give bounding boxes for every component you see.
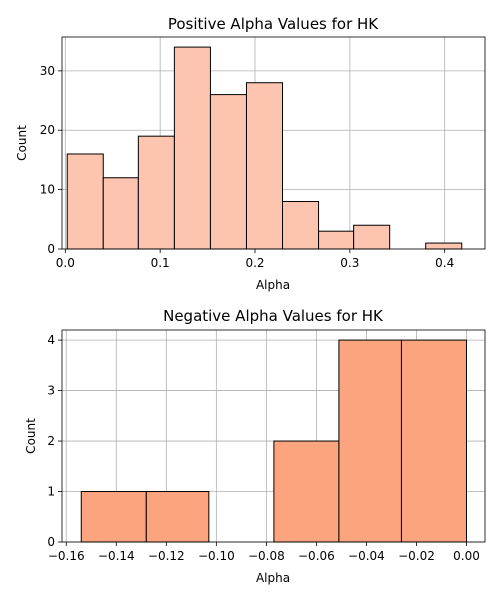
y-tick-label: 30	[40, 64, 55, 78]
x-tick-label: 0.4	[435, 256, 454, 270]
negative-alpha-chart: Negative Alpha Values for HK −0.16 −0.14−…	[24, 307, 486, 585]
x-tick-label: −0.10	[198, 549, 235, 563]
y-tick-label: 4	[47, 333, 55, 347]
histogram-bar	[245, 82, 284, 250]
chart-title: Positive Alpha Values for HK	[168, 15, 379, 33]
y-tick-label: 3	[47, 384, 55, 398]
histogram-bar	[80, 491, 147, 543]
y-tick-label: 0	[47, 535, 55, 549]
x-tick-label: −0.02	[398, 549, 435, 563]
x-tick-label: −0.16	[48, 549, 85, 563]
x-axis-label: Alpha	[256, 571, 290, 585]
chart-title: Negative Alpha Values for HK	[163, 307, 384, 325]
histogram-bar	[209, 94, 247, 250]
histogram-bar	[353, 224, 391, 250]
histogram-bar	[318, 230, 355, 250]
y-tick-label: 2	[47, 434, 55, 448]
y-tick-label: 1	[47, 485, 55, 499]
x-axis-label: Alpha	[256, 278, 290, 292]
x-tick-label: 0.1	[151, 256, 170, 270]
histogram-bar	[145, 491, 210, 543]
histogram-bar	[173, 46, 211, 250]
x-tick-label: −0.04	[348, 549, 385, 563]
histogram-bar	[66, 153, 104, 250]
histogram-bar	[400, 339, 467, 543]
histogram-bar	[273, 440, 340, 543]
plot-frame	[61, 329, 486, 543]
histogram-bar	[425, 242, 463, 250]
y-tick-label: 20	[40, 123, 55, 137]
x-tick-label: −0.12	[148, 549, 185, 563]
x-tick-label: 0.0	[56, 256, 75, 270]
positive-alpha-chart: Positive Alpha Values for HK 0.0 0.1 0.2 0.…	[15, 15, 486, 292]
histogram-bar	[102, 177, 139, 250]
y-tick-label: 10	[40, 183, 55, 197]
y-axis-label: Count	[15, 125, 29, 161]
y-axis-label: Count	[24, 418, 38, 454]
x-tick-label: 0.3	[340, 256, 359, 270]
plot-frame	[61, 36, 486, 250]
x-tick-label: −0.06	[298, 549, 335, 563]
histogram-bar	[338, 339, 402, 543]
y-tick-label: 0	[47, 242, 55, 256]
x-tick-label: 0.2	[245, 256, 264, 270]
x-tick-label: −0.14	[98, 549, 135, 563]
x-tick-label: 0.00	[453, 549, 480, 563]
x-tick-label: −0.08	[248, 549, 285, 563]
histogram-bar	[282, 200, 320, 250]
histogram-bar	[137, 135, 175, 250]
